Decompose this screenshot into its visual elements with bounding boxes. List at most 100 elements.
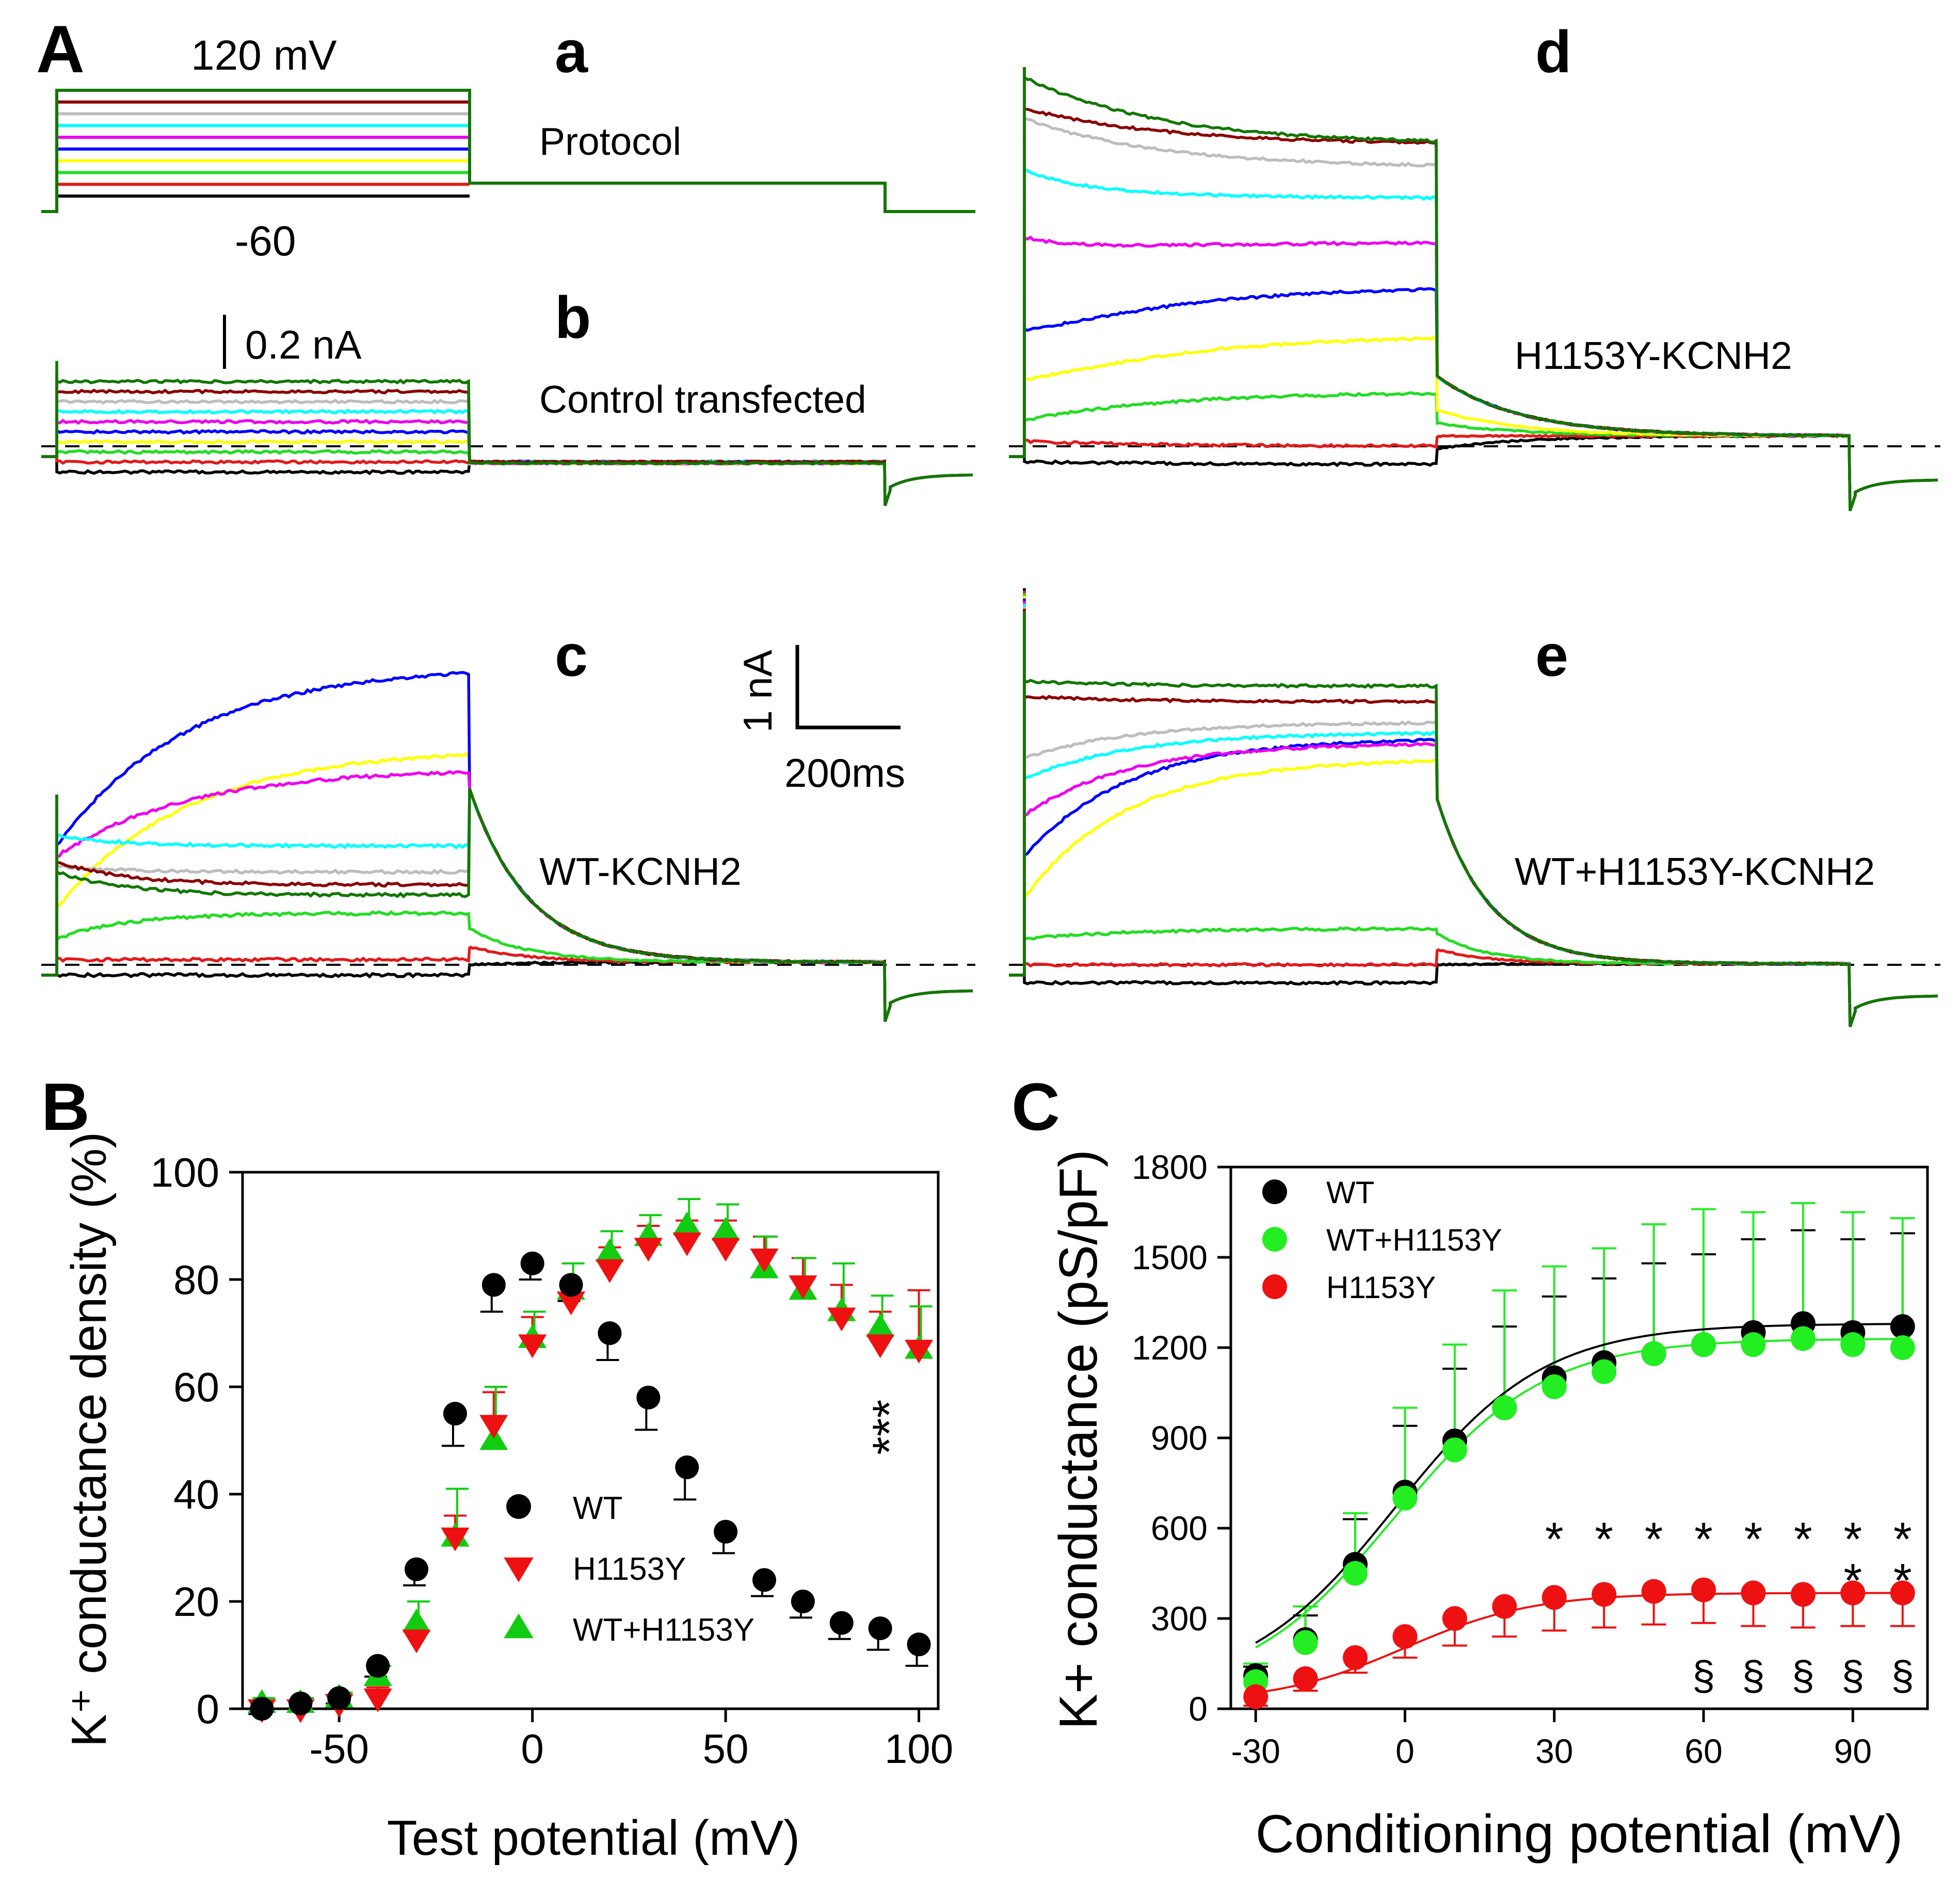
x-tick-label: 60 [1684,1732,1722,1770]
trace-darkred [41,788,973,1022]
point-H1153Y [1741,1580,1766,1606]
point-H1153Y [1243,1684,1268,1709]
point-H1153Y [789,1275,817,1299]
scalebar-main [795,645,901,730]
star-mark: * [1595,1513,1613,1566]
y-tick-label: 80 [173,1257,219,1303]
point-WT [405,1557,428,1581]
point-WT [598,1321,622,1345]
trace-darkgreen [1009,611,1938,1027]
y-tick-label: 300 [1151,1599,1208,1638]
point-WT+H1153Y [1343,1561,1368,1586]
legend-marker-WT+H1153Y [504,1613,534,1639]
point-WT+H1153Y [672,1211,701,1236]
legend-label-WT: WT [573,1491,622,1526]
panel-letter-C: C [1011,1069,1060,1144]
point-WT [829,1611,854,1635]
point-H1153Y [363,1688,392,1712]
scalebar-current-label: 1 nA [735,650,780,733]
trace-lightgreen [41,910,973,1022]
point-WT [520,1251,544,1275]
traces-h1153y [1009,67,1940,511]
section-mark: § [1841,1653,1865,1698]
chart-B-frame [241,1171,940,1710]
x-tick-label: 0 [521,1726,544,1772]
point-H1153Y [1890,1580,1915,1606]
chart-B: -50 0 50 100 0 20 40 60 80 100 *** Test potential… [61,1132,953,1866]
star-mark: * [1694,1513,1713,1566]
traces-wt-h1153y [1009,588,1940,1027]
y-tick-label: 20 [173,1579,219,1625]
x-tick-label: 0 [1395,1732,1415,1770]
chart-B-ylabel: K⁺ conductance density (%) [61,1132,117,1747]
sub-letter-d: d [1535,19,1571,85]
traces-control [41,361,975,506]
point-H1153Y [1343,1645,1368,1670]
point-H1153Y [711,1238,740,1262]
trace-black [1009,588,1938,1027]
trace-label-wt: WT-KCNH2 [539,850,742,893]
chart-C-xlabel: Conditioning potential (mV) [1256,1804,1903,1864]
y-tick-label: 900 [1151,1419,1208,1457]
point-WT [250,1697,274,1721]
sub-letter-e: e [1535,623,1568,689]
chart-B-significance: *** [863,1400,916,1455]
point-H1153Y [1442,1606,1467,1631]
star-mark-second: * [1843,1555,1862,1607]
point-WT [1890,1314,1915,1339]
trace-black [41,960,973,1022]
point-H1153Y [402,1629,431,1654]
trace-darkgreen [1009,67,1938,511]
trace-label-h1153y: H1153Y-KCNH2 [1515,334,1792,377]
star-mark: * [1843,1513,1862,1566]
chart-C-marks: * * * * * * * ** *§ § § § § [1243,1202,1915,1709]
x-tick-label: 90 [1834,1732,1872,1770]
star-mark: * [1794,1513,1812,1566]
chart-B-xlabel: Test potential (mV) [387,1810,800,1866]
point-H1153Y [866,1334,895,1358]
point-WT+H1153Y [1840,1332,1866,1357]
y-tick-label: 0 [1188,1690,1208,1728]
point-H1153Y [1641,1579,1666,1604]
point-H1153Y [827,1307,856,1332]
point-H1153Y [1840,1580,1866,1606]
legend-label-WT+H1153Y: WT+H1153Y [573,1612,754,1648]
point-WT [327,1686,351,1710]
scalebar-time-label: 200ms [784,750,905,796]
point-H1153Y [1790,1582,1816,1607]
x-tick-label: -50 [309,1726,369,1772]
legend-label-WT+H1153Y: WT+H1153Y [1326,1223,1502,1257]
point-H1153Y [1592,1582,1617,1607]
point-WT [868,1616,892,1640]
panel-letter-A: A [36,11,85,87]
point-WT [636,1385,661,1410]
point-WT [288,1691,313,1715]
sub-letter-a: a [555,19,588,85]
trace-black [1009,431,1938,511]
y-tick-label: 60 [173,1364,219,1410]
y-tick-label: 1200 [1132,1329,1208,1367]
chart-B-marks [247,1198,934,1723]
legend-marker-H1153Y [1262,1274,1287,1299]
point-WT+H1153Y [1890,1335,1915,1360]
x-tick-label: -30 [1231,1732,1280,1770]
star-mark: * [1545,1513,1564,1566]
point-H1153Y [1691,1577,1716,1602]
point-WT+H1153Y [1741,1332,1766,1357]
trace-black [41,451,973,506]
protocol-envelope [41,89,975,213]
point-WT+H1153Y [595,1238,624,1262]
point-WT [752,1568,776,1592]
trace-gray [41,789,973,1022]
star-mark: * [1893,1513,1912,1566]
point-WT+H1153Y [402,1609,431,1632]
trace-label-wt-h1153y: WT+H1153Y-KCNH2 [1515,850,1875,893]
y-tick-label: 100 [151,1150,219,1195]
point-WT [366,1654,390,1678]
point-WT [443,1402,467,1426]
trace-lightgreen [1009,390,1938,511]
point-H1153Y [556,1291,586,1316]
